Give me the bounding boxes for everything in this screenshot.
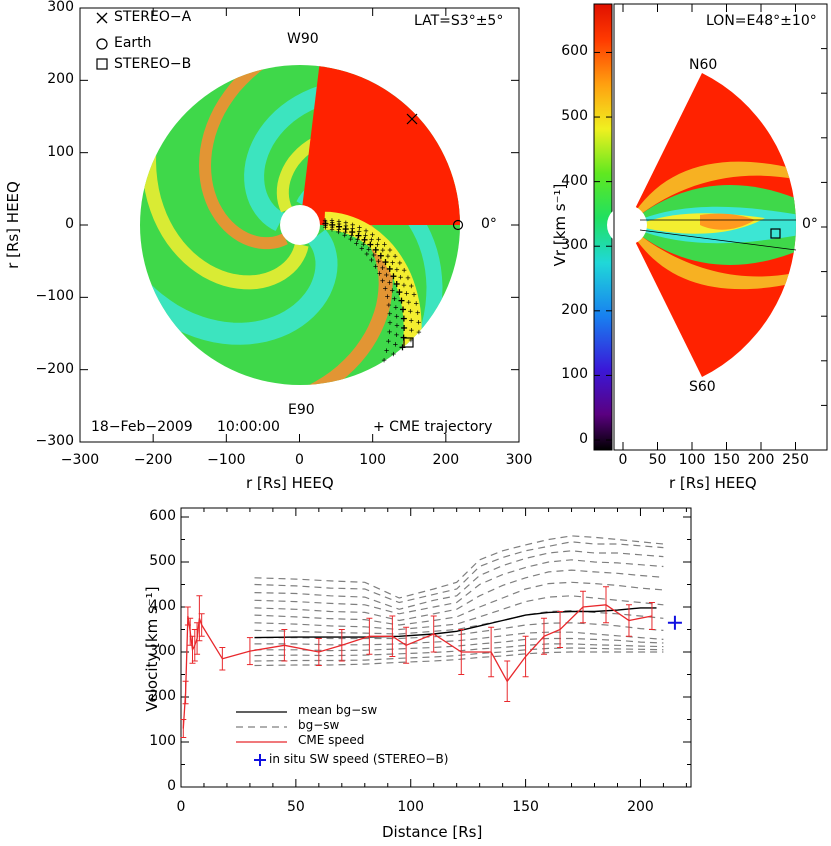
map-x-tick-label: 100 bbox=[359, 452, 387, 468]
merid-x-tick-label: 50 bbox=[648, 452, 667, 468]
date-label: 18−Feb−2009 bbox=[91, 419, 193, 435]
e90-label: E90 bbox=[288, 402, 315, 418]
map-x-tick-label: −200 bbox=[133, 452, 173, 468]
longitude-label: LON=E48°±10° bbox=[706, 13, 817, 29]
velocity-x-tick-label: 100 bbox=[397, 799, 425, 815]
map-x-tick-label: 0 bbox=[295, 452, 304, 468]
map-y-tick-label: −200 bbox=[35, 360, 74, 377]
colorbar-tick-label: 600 bbox=[561, 43, 588, 60]
map-x-tick-label: 200 bbox=[432, 452, 460, 468]
map-x-tick-label: 300 bbox=[505, 452, 533, 468]
legend-stereo-a-label: STEREO−A bbox=[114, 9, 192, 25]
merid-x-tick-label: 150 bbox=[713, 452, 740, 468]
map-zero-deg-label: 0° bbox=[481, 216, 497, 232]
latitude-label: LAT=S3°±5° bbox=[414, 13, 504, 29]
cme-trajectory-label: + CME trajectory bbox=[373, 419, 493, 435]
colorbar-tick-label: 400 bbox=[561, 172, 588, 189]
velocity-x-tick-label: 150 bbox=[512, 799, 539, 815]
velocity-y-tick-label: 0 bbox=[167, 778, 176, 794]
map-y-tick-label: −100 bbox=[35, 288, 74, 305]
merid-x-tick-label: 0 bbox=[618, 452, 628, 468]
legend-bg-label: bg−sw bbox=[298, 718, 340, 732]
colorbar-tick-label: 300 bbox=[561, 237, 588, 254]
merid-x-tick-label: 200 bbox=[747, 452, 775, 468]
map-x-tick-label: −300 bbox=[60, 452, 100, 468]
legend-mean-label: mean bg−sw bbox=[298, 703, 378, 717]
velocity-y-tick-label: 400 bbox=[149, 598, 176, 614]
velocity-x-tick-label: 200 bbox=[627, 799, 654, 815]
s60-label: S60 bbox=[689, 379, 716, 395]
colorbar-tick-label: 100 bbox=[561, 366, 588, 383]
velocity-y-tick-label: 300 bbox=[149, 643, 176, 659]
map-y-tick-label: 100 bbox=[47, 143, 74, 160]
velocity-x-tick-label: 0 bbox=[176, 799, 186, 815]
w90-label: W90 bbox=[287, 31, 319, 47]
map-y-tick-label: −300 bbox=[35, 433, 74, 449]
velocity-y-tick-label: 100 bbox=[149, 733, 176, 749]
colorbar-tick-label: 0 bbox=[579, 431, 588, 447]
merid-zero-deg-label: 0° bbox=[802, 216, 818, 232]
velocity-y-tick-label: 500 bbox=[149, 553, 176, 569]
map-x-tick-label: −100 bbox=[207, 452, 246, 468]
velocity-y-axis-label: Velocity [km s⁻¹] bbox=[143, 586, 161, 712]
merid-x-tick-label: 100 bbox=[678, 452, 706, 468]
colorbar-tick-label: 500 bbox=[561, 108, 588, 125]
n60-label: N60 bbox=[689, 57, 718, 73]
velocity-y-tick-label: 200 bbox=[149, 688, 176, 704]
time-label: 10:00:00 bbox=[217, 419, 280, 435]
map-x-axis-label: r [Rs] HEEQ bbox=[246, 474, 334, 492]
legend-cme-label: CME speed bbox=[298, 733, 365, 747]
map-y-tick-label: 200 bbox=[47, 71, 74, 88]
legend-stereo-b-label: STEREO−B bbox=[114, 56, 192, 72]
velocity-x-axis-label: Distance [Rs] bbox=[382, 823, 483, 841]
legend-insitu-label: in situ SW speed (STEREO−B) bbox=[269, 752, 449, 766]
map-y-tick-label: 0 bbox=[65, 216, 74, 232]
legend-earth-label: Earth bbox=[114, 35, 152, 51]
merid-x-axis-label: r [Rs] HEEQ bbox=[669, 474, 757, 492]
merid-x-tick-label: 250 bbox=[782, 452, 809, 468]
colorbar-tick-label: 200 bbox=[561, 301, 588, 318]
velocity-y-tick-label: 600 bbox=[149, 508, 176, 524]
velocity-x-tick-label: 50 bbox=[286, 799, 305, 815]
map-y-tick-label: 300 bbox=[47, 0, 74, 15]
